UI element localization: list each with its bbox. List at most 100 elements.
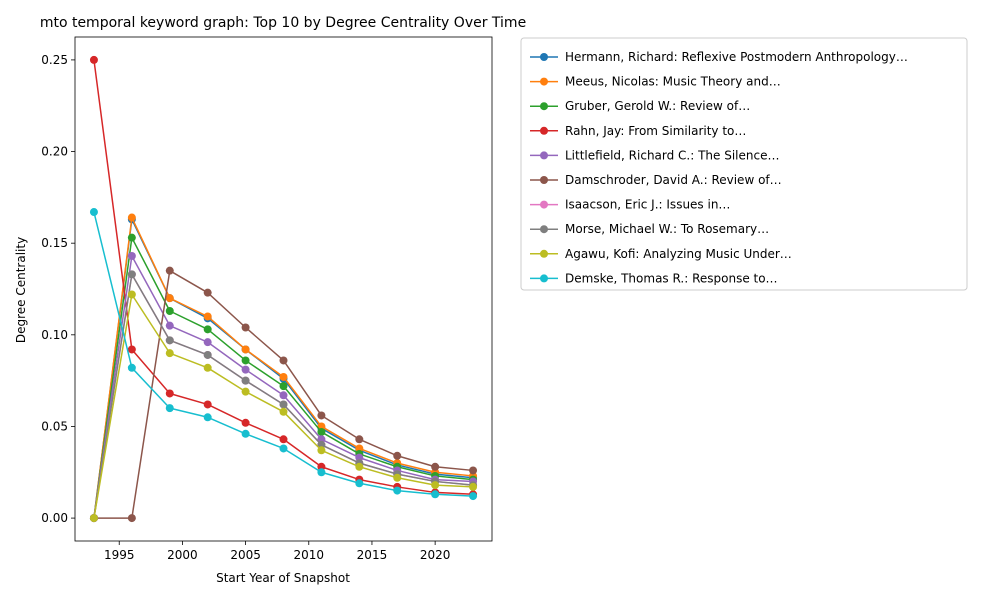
data-point xyxy=(127,345,136,354)
x-tick-label: 2000 xyxy=(167,548,198,562)
data-point xyxy=(393,451,402,460)
data-point xyxy=(241,365,250,374)
data-point xyxy=(317,427,326,436)
data-point xyxy=(241,429,250,438)
data-point xyxy=(241,345,250,354)
legend-label: Hermann, Richard: Reflexive Postmodern A… xyxy=(565,50,908,64)
axes-frame xyxy=(74,36,493,542)
data-point xyxy=(203,338,212,347)
data-point xyxy=(279,356,288,365)
legend-label: Damschroder, David A.: Review of… xyxy=(565,173,782,187)
data-point xyxy=(241,356,250,365)
data-point xyxy=(203,350,212,359)
legend-item: Demske, Thomas R.: Response to… xyxy=(530,271,778,285)
legend-item: Damschroder, David A.: Review of… xyxy=(530,173,782,187)
data-point xyxy=(279,391,288,400)
data-point xyxy=(165,404,174,413)
series-6 xyxy=(89,266,478,523)
data-point xyxy=(241,387,250,396)
legend-marker xyxy=(540,102,548,111)
series-10 xyxy=(89,208,478,501)
data-point xyxy=(431,462,440,471)
legend-item: Meeus, Nicolas: Music Theory and… xyxy=(530,75,781,89)
data-point xyxy=(127,290,136,299)
legend-marker xyxy=(540,274,548,283)
data-point xyxy=(165,321,174,330)
data-point xyxy=(279,407,288,416)
data-point xyxy=(393,473,402,482)
data-point xyxy=(355,444,364,453)
legend-label: Isaacson, Eric J.: Issues in… xyxy=(565,198,730,212)
data-point xyxy=(89,514,98,523)
data-point xyxy=(127,514,136,523)
legend-item: Isaacson, Eric J.: Issues in… xyxy=(530,198,730,212)
legend-marker xyxy=(540,200,548,209)
data-point xyxy=(241,376,250,385)
legend-marker xyxy=(540,126,548,135)
legend-label: Meeus, Nicolas: Music Theory and… xyxy=(565,75,781,89)
data-point xyxy=(279,444,288,453)
data-point xyxy=(203,325,212,334)
x-tick-label: 1995 xyxy=(104,548,135,562)
legend-item: Agawu, Kofi: Analyzing Music Under… xyxy=(530,247,792,261)
data-point xyxy=(165,294,174,303)
legend-item: Gruber, Gerold W.: Review of… xyxy=(530,99,750,113)
data-point xyxy=(165,266,174,275)
data-point xyxy=(355,453,364,462)
data-point xyxy=(355,435,364,444)
y-tick-label: 0.05 xyxy=(41,419,68,433)
data-point xyxy=(165,349,174,358)
data-point xyxy=(203,312,212,321)
data-point xyxy=(241,323,250,332)
data-point xyxy=(203,400,212,409)
data-point xyxy=(279,372,288,381)
data-point xyxy=(127,233,136,242)
legend-label: Morse, Michael W.: To Rosemary… xyxy=(565,222,769,236)
data-point xyxy=(431,490,440,499)
data-point xyxy=(431,481,440,490)
x-axis-label: Start Year of Snapshot xyxy=(216,571,350,585)
legend-label: Demske, Thomas R.: Response to… xyxy=(565,271,778,285)
legend-marker xyxy=(540,77,548,86)
x-tick-label: 2010 xyxy=(293,548,324,562)
y-axis-label: Degree Centrality xyxy=(14,237,28,343)
legend-marker xyxy=(540,151,548,160)
data-point xyxy=(317,462,326,471)
legend-label: Littlefield, Richard C.: The Silence… xyxy=(565,148,780,162)
chart-title: mto temporal keyword graph: Top 10 by De… xyxy=(40,15,526,31)
x-tick-label: 2015 xyxy=(357,548,388,562)
legend-item: Littlefield, Richard C.: The Silence… xyxy=(530,148,780,162)
legend-marker xyxy=(540,225,548,234)
legend-frame xyxy=(520,37,968,291)
data-point xyxy=(279,382,288,391)
data-point xyxy=(355,462,364,471)
data-point xyxy=(127,270,136,279)
series-9 xyxy=(89,290,478,523)
legend-item: Morse, Michael W.: To Rosemary… xyxy=(530,222,769,236)
legend: Hermann, Richard: Reflexive Postmodern A… xyxy=(520,37,968,291)
data-point xyxy=(89,208,98,217)
y-tick-label: 0.25 xyxy=(41,53,68,67)
legend-label: Agawu, Kofi: Analyzing Music Under… xyxy=(565,247,792,261)
legend-marker xyxy=(540,176,548,184)
legend-item: Rahn, Jay: From Similarity to… xyxy=(530,124,746,138)
data-point xyxy=(127,213,136,222)
data-point xyxy=(469,482,478,491)
data-point xyxy=(317,468,326,477)
legend-label: Gruber, Gerold W.: Review of… xyxy=(565,99,750,113)
data-point xyxy=(165,306,174,315)
legend-marker xyxy=(540,249,548,258)
data-point xyxy=(203,363,212,372)
plot-area: 1995 2000 2005 2010 2015 2020 0.00 0.05 0.10 0.15… xyxy=(41,36,493,562)
legend-item: Hermann, Richard: Reflexive Postmodern A… xyxy=(530,50,908,64)
data-point xyxy=(355,479,364,488)
data-point xyxy=(165,336,174,345)
data-point xyxy=(127,252,136,261)
data-point xyxy=(317,411,326,420)
x-tick-label: 2020 xyxy=(420,548,451,562)
data-point xyxy=(393,486,402,495)
legend-label: Rahn, Jay: From Similarity to… xyxy=(565,124,746,138)
data-point xyxy=(279,400,288,409)
y-tick-label: 0.10 xyxy=(41,328,68,342)
y-tick-label: 0.00 xyxy=(41,511,68,525)
